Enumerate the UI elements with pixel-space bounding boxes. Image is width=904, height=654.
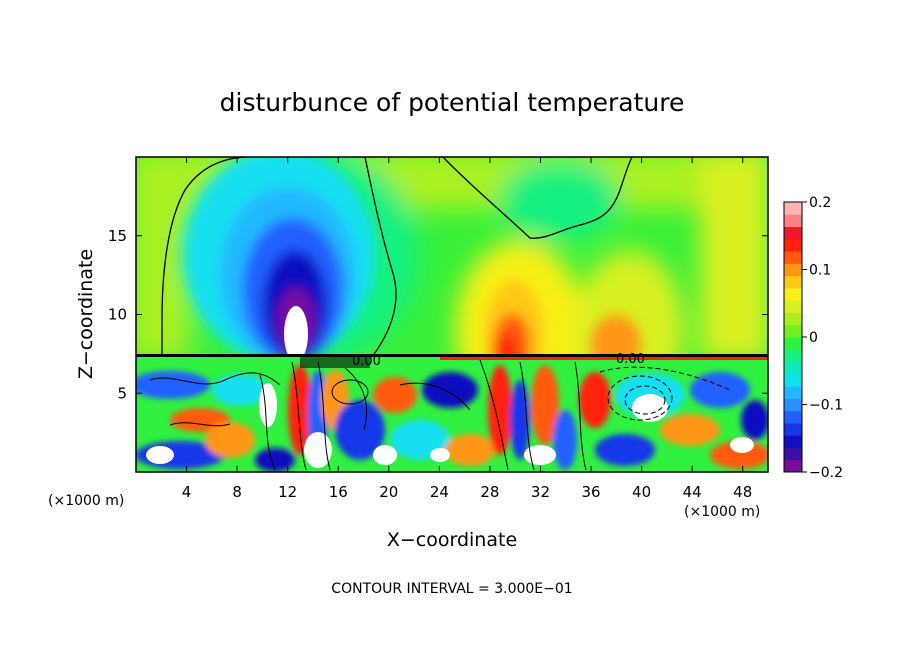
colorbar-swatch	[784, 386, 802, 399]
colorbar-swatch	[784, 324, 802, 338]
colorbar-tick-label: 0.2	[809, 195, 831, 211]
x-tick-label: 12	[278, 483, 297, 501]
colorbar-swatch	[784, 447, 802, 461]
x-tick-label: 20	[379, 483, 398, 501]
colorbar-swatch	[784, 459, 802, 473]
colorbar-tick-label: 0.1	[809, 263, 831, 279]
colorbar-swatch	[784, 251, 802, 264]
colorbar-swatch	[784, 435, 802, 448]
colorbar-tick-label: −0.2	[809, 465, 843, 481]
colorbar-ticks: 0.2 0.1 0 −0.1 −0.2	[802, 195, 843, 481]
colorbar-swatch	[784, 361, 802, 375]
x-unit-left: (×1000 m)	[48, 493, 124, 509]
colorbar-swatch	[784, 398, 802, 412]
x-tick-label: 40	[632, 483, 651, 501]
x-tick-label: 48	[733, 483, 752, 501]
colorbar-swatch	[784, 263, 802, 277]
colorbar-swatch	[784, 275, 802, 289]
colorbar-swatch	[784, 349, 802, 363]
colorbar-swatch	[784, 287, 802, 301]
colorbar-swatch	[784, 337, 802, 350]
colorbar-swatch	[784, 422, 802, 436]
x-tick-label: 24	[430, 483, 449, 501]
colorbar-tick-label: 0	[809, 330, 818, 346]
colorbar-swatch	[784, 410, 802, 424]
chart-title: disturbunce of potential temperature	[220, 88, 685, 117]
colorbar-swatch	[784, 214, 802, 228]
x-axis-label: X−coordinate	[387, 529, 517, 551]
colorbar-swatch	[784, 300, 802, 313]
x-tick-label: 16	[329, 483, 348, 501]
x-tick-label: 44	[683, 483, 702, 501]
lower-layer	[136, 357, 768, 472]
colorbar-swatch	[784, 202, 802, 215]
y-tick-label: 10	[108, 306, 127, 324]
contour-label: 0.00	[616, 352, 645, 367]
y-axis-label: Z−coordinate	[75, 249, 97, 379]
x-tick-label: 4	[182, 483, 192, 501]
x-tick-label: 36	[581, 483, 600, 501]
colorbar-swatch	[784, 238, 802, 252]
x-axis-ticks: 4 8 12 16 20 24 28 32 36 40 44 48	[182, 157, 752, 501]
y-tick-label: 5	[117, 384, 127, 402]
y-axis-ticks: 5 10 15	[108, 227, 768, 402]
contour-interval-note: CONTOUR INTERVAL = 3.000E−01	[331, 581, 572, 597]
contour-label: 0.00	[352, 354, 381, 369]
colorbar-swatch	[784, 226, 802, 240]
upper-layer	[136, 157, 768, 357]
x-tick-label: 32	[531, 483, 550, 501]
x-tick-label: 28	[480, 483, 499, 501]
x-tick-label: 8	[232, 483, 242, 501]
colorbar-swatch	[784, 373, 802, 387]
colorbar-tick-label: −0.1	[809, 398, 843, 414]
x-unit-right: (×1000 m)	[684, 504, 760, 520]
heatmap-field	[136, 157, 768, 472]
colorbar-swatch	[784, 312, 802, 326]
colorbar	[783, 201, 803, 473]
y-tick-label: 15	[108, 227, 127, 245]
